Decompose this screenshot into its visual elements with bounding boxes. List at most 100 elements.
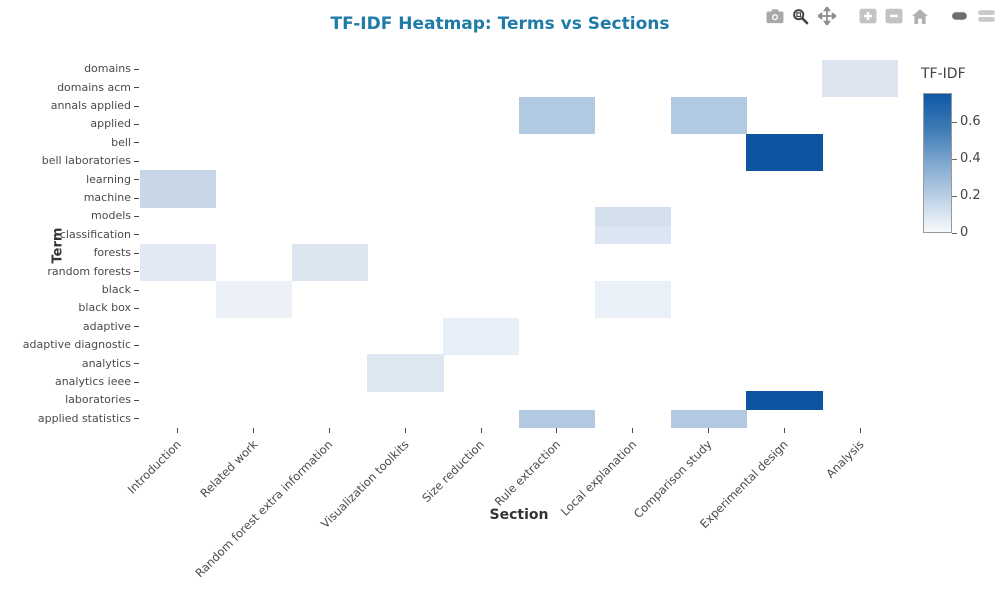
y-tick-mark — [134, 381, 139, 383]
pan-icon[interactable] — [817, 7, 836, 25]
y-tick-label: domains acm — [57, 80, 131, 94]
x-tick-label: Introduction — [124, 437, 185, 497]
y-tick-mark — [134, 215, 139, 217]
y-tick-mark — [134, 326, 139, 328]
x-tick-label: Random forest extra information — [192, 437, 336, 581]
x-tick-label: Related work — [196, 437, 260, 501]
colorbar-title: TF-IDF — [921, 66, 966, 82]
heatmap-cell — [670, 409, 747, 429]
zoom-in-icon[interactable] — [858, 7, 877, 25]
y-tick-mark — [134, 123, 139, 125]
heatmap-cell — [594, 299, 671, 318]
heatmap-cell — [519, 409, 596, 429]
y-tick-label: analytics — [81, 356, 131, 370]
y-tick-label: random forests — [47, 264, 131, 278]
x-tick-mark — [329, 428, 330, 433]
y-tick-label: black box — [78, 301, 131, 315]
y-tick-label: forests — [93, 246, 131, 260]
y-tick-mark — [134, 160, 139, 162]
y-tick-label: bell — [111, 135, 131, 149]
y-tick-label: adaptive diagnostic — [22, 338, 131, 352]
y-tick-mark — [134, 197, 139, 199]
y-tick-mark — [134, 252, 139, 254]
heatmap-cell — [443, 317, 520, 337]
colorbar-tick-label: 0.6 — [960, 114, 981, 130]
heatmap-cell — [140, 170, 217, 190]
heatmap-cell — [140, 262, 217, 282]
plotly-logo-icon[interactable] — [951, 7, 970, 25]
colorbar-tick-label: 0.4 — [960, 151, 981, 167]
heatmap-cell — [670, 115, 747, 134]
plotly-logo-bars-icon[interactable] — [977, 7, 996, 25]
colorbar-tick-mark — [952, 158, 957, 160]
x-tick-mark — [708, 428, 709, 433]
heatmap-cell — [822, 78, 899, 98]
heatmap-cell — [746, 391, 823, 410]
y-tick-mark — [134, 399, 139, 401]
x-tick-mark — [859, 428, 861, 433]
y-tick-mark — [134, 344, 139, 346]
y-tick-mark — [134, 307, 139, 309]
x-tick-label: Analysis — [822, 437, 867, 481]
colorbar-tick-label: 0 — [960, 225, 969, 240]
heatmap-cell — [443, 336, 520, 355]
heatmap-cell — [291, 244, 368, 263]
colorbar-tick-label: 0.2 — [960, 188, 981, 204]
heatmap-cell — [594, 207, 671, 226]
y-tick-label: analytics ieee — [54, 375, 131, 388]
zoom-icon[interactable] — [791, 7, 810, 25]
camera-icon[interactable] — [765, 7, 784, 25]
x-tick-mark — [480, 428, 482, 433]
x-tick-label: Rule extraction — [491, 437, 564, 509]
y-tick-label: applied — [90, 117, 131, 131]
x-tick-label: Experimental design — [696, 437, 791, 531]
heatmap-cell — [291, 262, 368, 282]
x-axis-title: Section — [489, 507, 549, 523]
y-tick-label: classification — [59, 227, 131, 241]
modebar — [765, 7, 996, 25]
y-tick-label: bell laboratories — [41, 154, 131, 168]
x-tick-mark — [556, 428, 558, 433]
colorbar-tick-mark — [952, 121, 957, 123]
heatmap-cell — [594, 280, 671, 300]
y-tick-label: applied statistics — [37, 411, 131, 425]
heatmap-cell — [140, 244, 217, 263]
x-tick-label: Comparison study — [630, 437, 715, 522]
colorbar-gradient — [923, 93, 952, 233]
y-tick-label: annals applied — [50, 99, 131, 112]
x-tick-mark — [404, 428, 406, 433]
x-tick-mark — [632, 428, 634, 433]
heatmap-cell — [670, 96, 747, 116]
y-tick-mark — [134, 105, 139, 107]
y-tick-mark — [134, 289, 139, 291]
y-tick-label: models — [91, 209, 131, 223]
x-tick-mark — [783, 428, 785, 433]
x-tick-label: Visualization toolkits — [317, 437, 412, 531]
y-tick-mark — [134, 179, 139, 181]
heatmap-cell — [367, 372, 444, 392]
y-tick-mark — [134, 68, 139, 70]
home-icon[interactable] — [910, 7, 929, 25]
y-tick-mark — [134, 418, 139, 420]
x-tick-label: Size reduction — [419, 437, 488, 506]
chart-title: TF-IDF Heatmap: Terms vs Sections — [330, 14, 670, 34]
y-tick-label: machine — [83, 191, 131, 204]
heatmap-cell — [594, 225, 671, 245]
heatmap-cell — [822, 60, 899, 79]
y-tick-mark — [134, 234, 139, 236]
heatmap-cell — [519, 96, 596, 116]
y-tick-mark — [134, 363, 139, 365]
heatmap-cell — [746, 152, 823, 171]
x-tick-mark — [177, 428, 179, 433]
heatmap-cell — [746, 133, 823, 153]
x-tick-mark — [253, 428, 255, 433]
y-tick-label: learning — [86, 172, 131, 186]
heatmap-cell — [519, 115, 596, 134]
heatmap-plot-area[interactable] — [140, 60, 899, 429]
heatmap-cell — [367, 354, 444, 374]
zoom-out-icon[interactable] — [884, 7, 903, 25]
y-tick-mark — [134, 271, 139, 273]
y-tick-label: domains — [84, 62, 131, 76]
colorbar-tick-mark — [952, 195, 957, 197]
